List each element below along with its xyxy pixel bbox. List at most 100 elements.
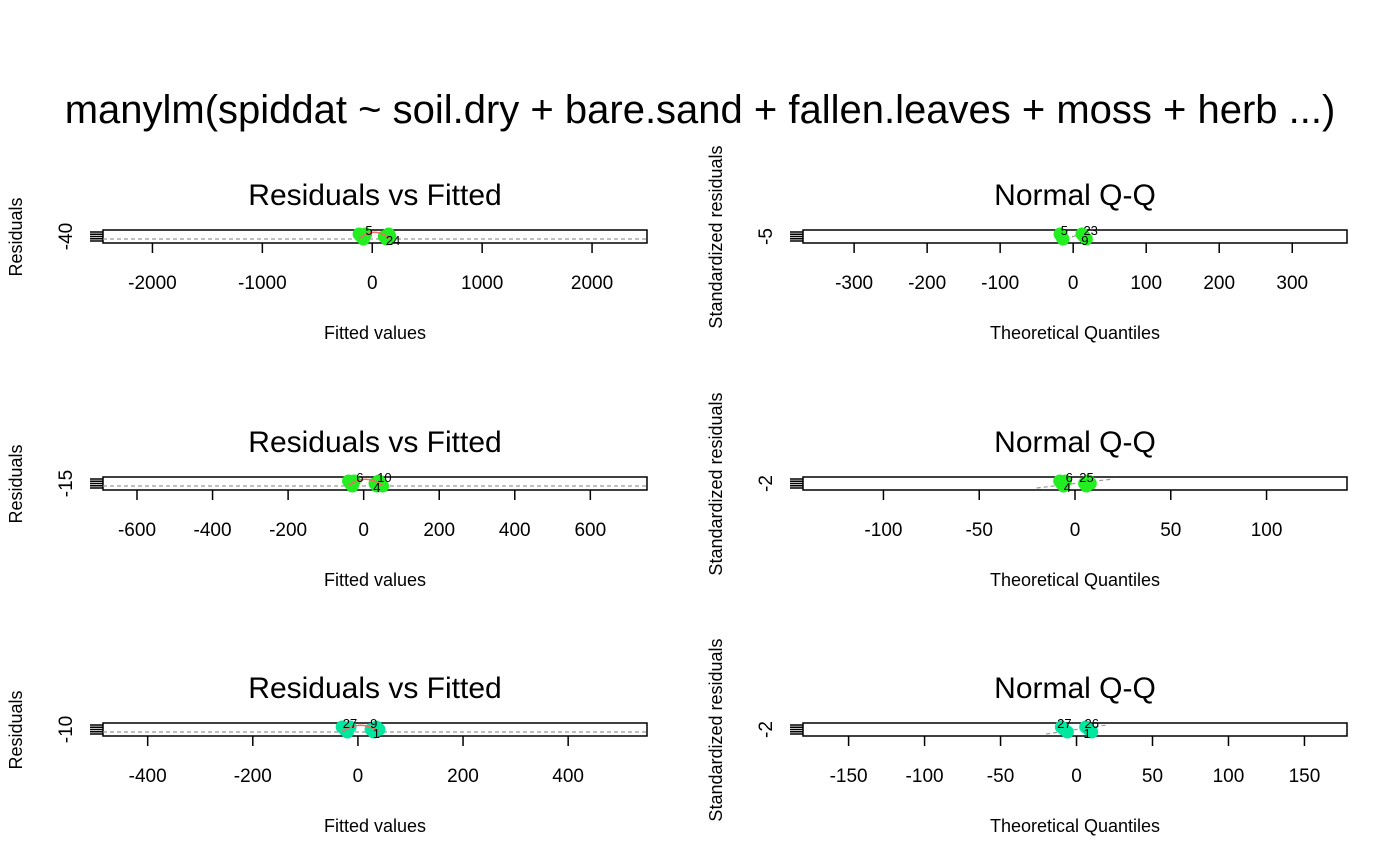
x-tick-label: -400 <box>129 766 167 787</box>
x-tick-label: 0 <box>1071 766 1082 787</box>
x-tick-label: 300 <box>1276 273 1308 294</box>
point-label: 23 <box>1083 223 1097 238</box>
panel-title: Normal Q-Q <box>994 672 1156 705</box>
x-tick-label: 200 <box>1203 273 1235 294</box>
x-tick-label: 0 <box>1070 520 1081 541</box>
y-tick-label: -15 <box>56 470 77 497</box>
data-point <box>1060 725 1074 739</box>
x-axis-label: Theoretical Quantiles <box>990 570 1160 590</box>
x-axis-label: Fitted values <box>324 816 426 836</box>
x-tick-label: 150 <box>1289 766 1321 787</box>
x-tick-label: 2000 <box>571 273 613 294</box>
point-label: 5 <box>1061 223 1068 238</box>
x-tick-label: -50 <box>965 520 992 541</box>
point-label: 6 <box>1066 470 1073 485</box>
y-tick-label: -10 <box>56 716 77 743</box>
y-axis-label: Standardized residuals <box>706 392 726 575</box>
x-tick-label: -200 <box>269 520 307 541</box>
smoother-line <box>348 478 384 487</box>
panel-6: Normal Q-Q 27 126 -150 -100 -50 0 50 100 150 -2 The… <box>706 638 1348 836</box>
point-label: 24 <box>386 233 400 248</box>
data-point <box>1056 232 1070 246</box>
qq-reference-line <box>1046 724 1107 735</box>
x-tick-label: 400 <box>552 766 584 787</box>
point-label: 5 <box>365 223 372 238</box>
x-tick-label: 0 <box>1068 273 1079 294</box>
y-tick-label: -40 <box>56 223 77 250</box>
point-label: 10 <box>377 470 391 485</box>
data-point <box>372 723 386 736</box>
x-axis-label: Fitted values <box>324 570 426 590</box>
point-label: 6 <box>356 470 363 485</box>
y-axis-label: Standardized residuals <box>706 145 726 328</box>
qq-reference-line <box>1036 478 1114 489</box>
panel-title: Normal Q-Q <box>994 426 1156 459</box>
x-tick-label: -100 <box>981 273 1019 294</box>
x-tick-label: -100 <box>864 520 902 541</box>
x-axis-label: Theoretical Quantiles <box>990 816 1160 836</box>
x-tick-label: 0 <box>353 766 364 787</box>
y-tick-label: -2 <box>756 475 777 492</box>
x-tick-label: 0 <box>358 520 369 541</box>
figure-title: manylm(spiddat ~ soil.dry + bare.sand + … <box>65 88 1336 132</box>
x-axis-label: Fitted values <box>324 323 426 343</box>
x-tick-label: -100 <box>906 766 944 787</box>
panel-1: Residuals vs Fitted 5 24 -2000 -1000 0 1000 200… <box>6 179 648 343</box>
x-tick-label: 600 <box>574 520 606 541</box>
point-label: 27 <box>1057 716 1071 731</box>
panel-title: Residuals vs Fitted <box>248 672 501 705</box>
x-tick-label: -400 <box>194 520 232 541</box>
data-point <box>1083 477 1097 490</box>
data-point <box>383 230 397 243</box>
point-label: 1 <box>373 726 380 741</box>
panel-4: Normal Q-Q 64 25 -100 -50 0 50 100 -2 Theoretical… <box>706 392 1348 590</box>
data-point <box>1079 232 1093 246</box>
panel-title: Residuals vs Fitted <box>248 426 501 459</box>
x-tick-label: -2000 <box>128 273 177 294</box>
x-tick-label: 200 <box>423 520 455 541</box>
panel-title: Normal Q-Q <box>994 179 1156 212</box>
x-tick-label: -300 <box>835 273 873 294</box>
x-tick-label: 1000 <box>461 273 503 294</box>
point-label: 4 <box>373 480 380 495</box>
point-label: 27 <box>343 716 357 731</box>
x-tick-label: 0 <box>367 273 378 294</box>
x-tick-label: -150 <box>830 766 868 787</box>
y-axis-label: Residuals <box>6 444 26 523</box>
y-axis-label: Residuals <box>6 197 26 276</box>
point-label: 9 <box>370 716 377 731</box>
point-label: 4 <box>1064 480 1071 495</box>
panel-5: Residuals vs Fitted 27 19 -400 -200 0 200 400 -1… <box>6 672 648 836</box>
x-axis-label: Theoretical Quantiles <box>990 323 1160 343</box>
x-tick-label: 50 <box>1142 766 1163 787</box>
x-tick-label: 50 <box>1160 520 1181 541</box>
x-tick-label: 100 <box>1213 766 1245 787</box>
point-label: 25 <box>1079 470 1093 485</box>
point-label: 1 <box>1084 726 1091 741</box>
y-tick-label: -2 <box>756 721 777 738</box>
qq-reference-line <box>1058 231 1088 242</box>
x-tick-label: -600 <box>118 520 156 541</box>
x-tick-label: -50 <box>987 766 1014 787</box>
data-point <box>1085 725 1099 739</box>
smoother-line <box>341 724 380 733</box>
y-axis-label: Residuals <box>6 690 26 769</box>
x-tick-label: -1000 <box>238 273 287 294</box>
panel-title: Residuals vs Fitted <box>248 179 501 212</box>
x-tick-label: 100 <box>1130 273 1162 294</box>
point-label: 9 <box>1081 233 1088 248</box>
x-tick-label: 400 <box>499 520 531 541</box>
y-axis-label: Standardized residuals <box>706 638 726 821</box>
y-tick-label: -5 <box>756 228 777 245</box>
x-tick-label: -200 <box>234 766 272 787</box>
x-tick-label: 100 <box>1251 520 1283 541</box>
x-tick-label: -200 <box>908 273 946 294</box>
smoother-line <box>358 231 391 240</box>
x-tick-label: 200 <box>447 766 479 787</box>
data-point <box>1058 474 1072 488</box>
point-label: 26 <box>1084 716 1098 731</box>
